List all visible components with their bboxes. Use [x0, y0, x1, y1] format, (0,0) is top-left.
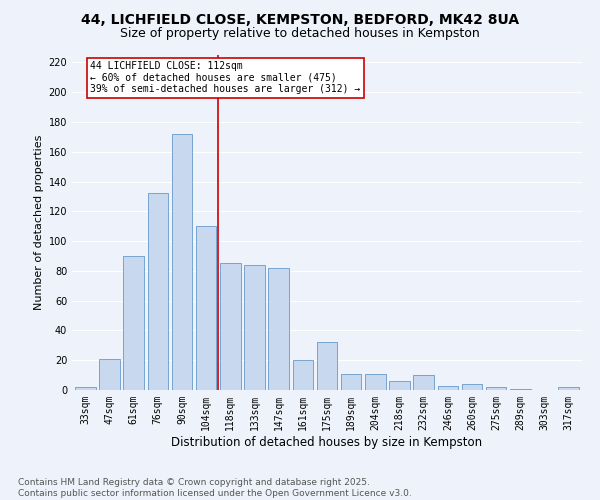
- Bar: [437, 386, 458, 390]
- Y-axis label: Number of detached properties: Number of detached properties: [34, 135, 44, 310]
- Bar: [486, 387, 506, 390]
- Bar: [365, 374, 386, 390]
- Bar: [75, 387, 95, 390]
- Bar: [220, 264, 241, 390]
- Bar: [172, 134, 192, 390]
- Bar: [510, 388, 530, 390]
- Bar: [268, 268, 289, 390]
- Text: 44, LICHFIELD CLOSE, KEMPSTON, BEDFORD, MK42 8UA: 44, LICHFIELD CLOSE, KEMPSTON, BEDFORD, …: [81, 12, 519, 26]
- Bar: [244, 265, 265, 390]
- Bar: [413, 375, 434, 390]
- Text: Size of property relative to detached houses in Kempston: Size of property relative to detached ho…: [120, 28, 480, 40]
- Bar: [389, 381, 410, 390]
- Text: 44 LICHFIELD CLOSE: 112sqm
← 60% of detached houses are smaller (475)
39% of sem: 44 LICHFIELD CLOSE: 112sqm ← 60% of deta…: [90, 61, 361, 94]
- Bar: [124, 256, 144, 390]
- Bar: [341, 374, 361, 390]
- Bar: [99, 358, 120, 390]
- Bar: [317, 342, 337, 390]
- Bar: [293, 360, 313, 390]
- X-axis label: Distribution of detached houses by size in Kempston: Distribution of detached houses by size …: [172, 436, 482, 448]
- Bar: [462, 384, 482, 390]
- Text: Contains HM Land Registry data © Crown copyright and database right 2025.
Contai: Contains HM Land Registry data © Crown c…: [18, 478, 412, 498]
- Bar: [148, 194, 168, 390]
- Bar: [196, 226, 217, 390]
- Bar: [559, 387, 579, 390]
